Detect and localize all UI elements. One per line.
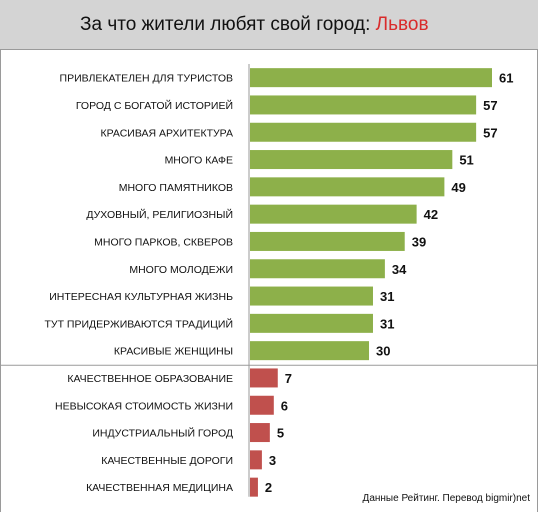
- category-label: МНОГО КАФЕ: [165, 155, 233, 167]
- category-label: КРАСИВЫЕ ЖЕНЩИНЫ: [114, 346, 233, 358]
- bar: [250, 177, 445, 197]
- bar: [250, 259, 385, 279]
- category-label: КАЧЕСТВЕННЫЕ ДОРОГИ: [101, 455, 233, 467]
- header: За что жители любят свой город: Львов: [0, 0, 538, 50]
- bar: [250, 477, 258, 497]
- bar: [250, 286, 373, 306]
- value-label: 2: [265, 480, 272, 495]
- bar: [250, 231, 405, 251]
- value-label: 61: [499, 71, 513, 86]
- category-label: ГОРОД С БОГАТОЙ ИСТОРИЕЙ: [76, 99, 233, 112]
- value-label: 31: [380, 289, 394, 304]
- bar: [250, 68, 492, 88]
- value-label: 49: [451, 180, 465, 195]
- value-label: 7: [285, 371, 292, 386]
- bar: [250, 95, 477, 115]
- value-label: 30: [376, 344, 390, 359]
- category-label: МНОГО МОЛОДЕЖИ: [129, 264, 233, 276]
- value-label: 39: [412, 234, 426, 249]
- category-label: ИНТЕРЕСНАЯ КУЛЬТУРНАЯ ЖИЗНЬ: [49, 291, 233, 303]
- frame-left-border: [0, 50, 1, 512]
- source-note: Данные Рейтинг. Перевод bigmir)net: [362, 493, 530, 504]
- value-label: 6: [281, 398, 288, 413]
- category-label: МНОГО ПАМЯТНИКОВ: [119, 182, 233, 194]
- value-label: 34: [392, 262, 407, 277]
- value-label: 31: [380, 316, 394, 331]
- title-text: За что жители любят свой город:: [80, 14, 376, 35]
- bar: [250, 122, 477, 142]
- category-label: ИНДУСТРИАЛЬНЫЙ ГОРОД: [92, 427, 233, 440]
- value-label: 5: [277, 426, 284, 441]
- bar: [250, 150, 453, 170]
- value-label: 57: [483, 125, 497, 140]
- category-label: ПРИВЛЕКАТЕЛЕН ДЛЯ ТУРИСТОВ: [60, 73, 233, 85]
- bar: [250, 204, 417, 224]
- bar: [250, 313, 373, 333]
- bar: [250, 341, 370, 361]
- chart-title: За что жители любят свой город: Львов: [80, 14, 429, 36]
- value-label: 57: [483, 98, 497, 113]
- bar: [250, 368, 278, 388]
- bar: [250, 450, 262, 470]
- category-label: ТУТ ПРИДЕРЖИВАЮТСЯ ТРАДИЦИЙ: [44, 317, 233, 330]
- title-city: Львов: [375, 14, 429, 35]
- category-label: ДУХОВНЫЙ, РЕЛИГИОЗНЫЙ: [86, 208, 233, 221]
- value-label: 42: [424, 207, 438, 222]
- category-label: КРАСИВАЯ АРХИТЕКТУРА: [101, 127, 234, 139]
- category-label: КАЧЕСТВЕННАЯ МЕДИЦИНА: [86, 482, 233, 494]
- value-label: 3: [269, 453, 276, 468]
- category-label: МНОГО ПАРКОВ, СКВЕРОВ: [94, 236, 233, 248]
- category-label: КАЧЕСТВЕННОЕ ОБРАЗОВАНИЕ: [67, 373, 233, 385]
- bar: [250, 423, 270, 443]
- category-label: НЕВЫСОКАЯ СТОИМОСТЬ ЖИЗНИ: [55, 400, 233, 412]
- value-label: 51: [459, 153, 473, 168]
- bar: [250, 395, 274, 415]
